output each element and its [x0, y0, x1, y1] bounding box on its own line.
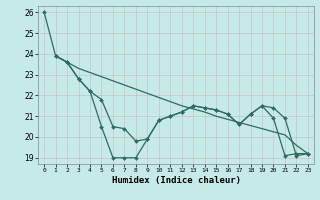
X-axis label: Humidex (Indice chaleur): Humidex (Indice chaleur): [111, 176, 241, 185]
